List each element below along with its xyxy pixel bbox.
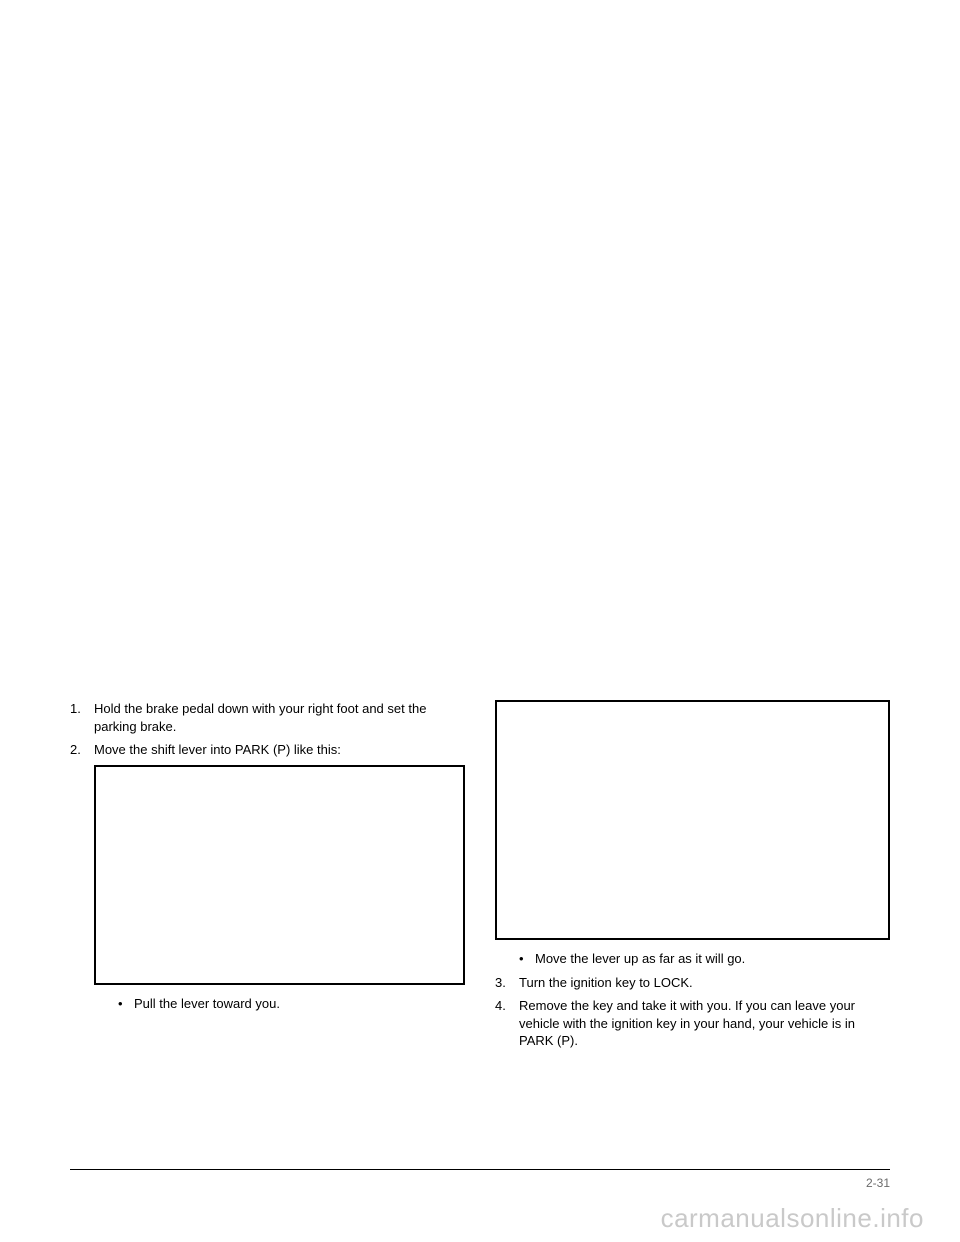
list-item: 2. Move the shift lever into PARK (P) li…: [70, 741, 465, 759]
bullet-dot-icon: •: [118, 995, 134, 1013]
page-number: 2-31: [866, 1176, 890, 1190]
figure-placeholder-right: [495, 700, 890, 940]
page-content: 1. Hold the brake pedal down with your r…: [70, 700, 890, 1056]
right-column: • Move the lever up as far as it will go…: [495, 700, 890, 1056]
list-text: Move the shift lever into PARK (P) like …: [94, 741, 465, 759]
list-item: 4. Remove the key and take it with you. …: [495, 997, 890, 1050]
list-item: 1. Hold the brake pedal down with your r…: [70, 700, 465, 735]
bullet-dot-icon: •: [519, 950, 535, 968]
list-text: Remove the key and take it with you. If …: [519, 997, 890, 1050]
list-number: 2.: [70, 741, 94, 759]
bullet-item: • Pull the lever toward you.: [118, 995, 465, 1013]
bullet-text: Move the lever up as far as it will go.: [535, 950, 745, 968]
list-item: 3. Turn the ignition key to LOCK.: [495, 974, 890, 992]
list-text: Turn the ignition key to LOCK.: [519, 974, 890, 992]
bullet-text: Pull the lever toward you.: [134, 995, 280, 1013]
bullet-item: • Move the lever up as far as it will go…: [519, 950, 890, 968]
list-number: 4.: [495, 997, 519, 1050]
watermark-text: carmanualsonline.info: [661, 1203, 924, 1234]
list-text: Hold the brake pedal down with your righ…: [94, 700, 465, 735]
left-column: 1. Hold the brake pedal down with your r…: [70, 700, 465, 1056]
figure-placeholder-left: [94, 765, 465, 985]
list-number: 3.: [495, 974, 519, 992]
footer-rule: [70, 1169, 890, 1170]
list-number: 1.: [70, 700, 94, 735]
two-column-layout: 1. Hold the brake pedal down with your r…: [70, 700, 890, 1056]
